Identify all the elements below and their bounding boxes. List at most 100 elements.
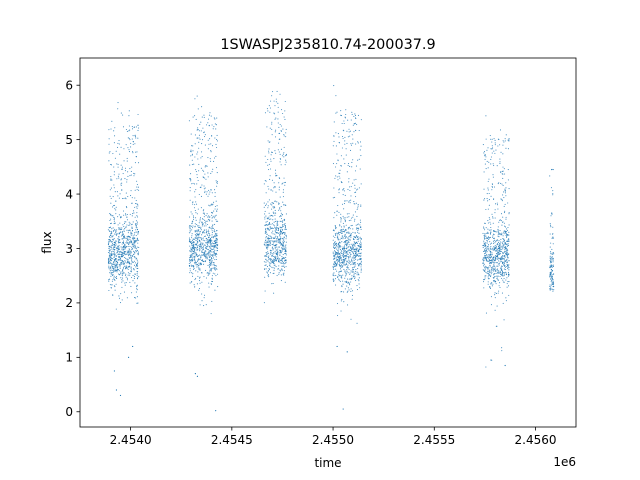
data-point (508, 264, 510, 266)
data-point (550, 257, 552, 259)
data-point (346, 261, 348, 263)
data-point (486, 232, 488, 234)
data-point (343, 158, 345, 160)
data-point (135, 200, 137, 202)
data-point (201, 247, 203, 249)
data-point (338, 136, 340, 138)
data-point (208, 259, 211, 262)
data-point (208, 227, 210, 229)
data-point (190, 254, 193, 256)
data-point (280, 243, 282, 245)
data-point (274, 136, 277, 138)
data-point (280, 233, 282, 235)
data-point (503, 141, 505, 143)
data-point (495, 245, 497, 247)
data-point (353, 250, 355, 253)
data-point (208, 124, 210, 126)
data-point (122, 210, 125, 212)
data-point (200, 167, 202, 169)
data-point (133, 297, 136, 299)
data-point (211, 240, 213, 242)
data-point (126, 219, 128, 221)
data-point (191, 255, 193, 257)
data-point (505, 300, 507, 302)
data-point (109, 234, 111, 236)
data-point (342, 189, 344, 191)
data-point (274, 230, 276, 232)
data-point (335, 260, 337, 262)
data-point (549, 246, 551, 248)
data-point (125, 198, 127, 200)
data-point (357, 188, 359, 190)
data-point (360, 247, 362, 249)
data-point (201, 251, 203, 253)
data-point (336, 210, 338, 212)
data-point (486, 272, 488, 274)
data-point (351, 267, 354, 269)
data-point (113, 184, 115, 186)
data-point (204, 177, 206, 179)
data-point (487, 281, 489, 283)
data-point (119, 222, 121, 224)
data-point (199, 220, 201, 222)
data-point (272, 258, 275, 260)
data-point (214, 249, 216, 251)
y-tick-label: 4 (65, 187, 73, 201)
data-point (216, 208, 218, 210)
data-point (268, 148, 270, 150)
data-point (211, 251, 213, 253)
data-point (334, 236, 336, 238)
data-point (504, 272, 506, 274)
data-point (196, 242, 198, 244)
data-point (507, 271, 510, 274)
data-point (274, 118, 276, 120)
data-point (212, 225, 214, 227)
data-point (265, 228, 267, 230)
data-point (493, 165, 495, 167)
data-point (491, 285, 493, 287)
data-point (343, 246, 345, 248)
data-point (337, 245, 339, 247)
data-point (338, 248, 340, 250)
data-point (345, 241, 347, 243)
data-point (191, 235, 193, 237)
data-point (487, 189, 489, 191)
data-point (207, 122, 209, 124)
data-point (124, 261, 126, 263)
data-point (126, 207, 128, 209)
data-point (110, 164, 112, 166)
data-point (340, 221, 342, 223)
data-point (265, 240, 267, 242)
data-point (109, 278, 111, 280)
data-point (483, 227, 485, 229)
data-point (350, 260, 353, 262)
data-point (199, 217, 202, 219)
data-point (339, 266, 341, 268)
data-point (486, 160, 488, 163)
data-point (355, 234, 357, 237)
data-point-outlier (127, 356, 130, 358)
data-point (189, 178, 191, 180)
data-point (212, 267, 214, 269)
data-point (215, 180, 217, 182)
data-point (279, 234, 281, 236)
data-point (502, 281, 504, 283)
data-point (109, 195, 111, 197)
data-point (126, 181, 128, 183)
data-point (346, 130, 348, 132)
data-point (268, 163, 270, 165)
data-point (353, 201, 355, 203)
data-point (110, 230, 112, 232)
data-point (216, 182, 218, 184)
data-point (500, 198, 502, 200)
data-point (359, 141, 362, 143)
data-point (133, 244, 135, 246)
data-point (350, 235, 352, 237)
data-point (111, 228, 113, 230)
data-point (269, 244, 271, 246)
data-point (211, 171, 213, 173)
data-point (192, 244, 194, 246)
data-point (127, 239, 129, 242)
data-point (131, 261, 133, 263)
data-point (354, 265, 356, 267)
